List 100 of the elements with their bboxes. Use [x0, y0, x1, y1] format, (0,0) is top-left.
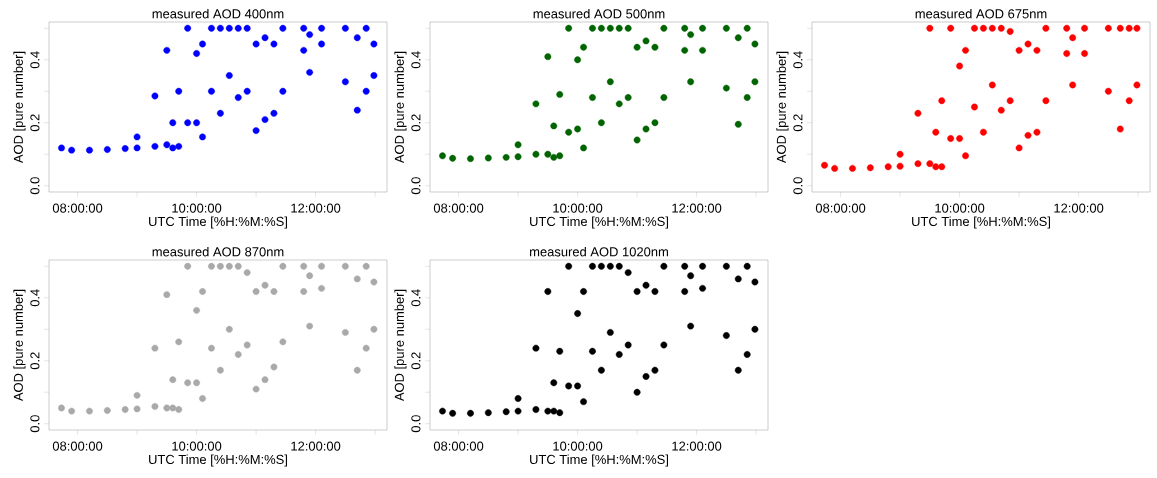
point — [1024, 131, 1032, 139]
point — [270, 109, 278, 117]
y-tick-label: 0.2 — [30, 114, 40, 132]
y-axis-title: AOD [pure number] — [394, 289, 407, 402]
point — [199, 288, 206, 295]
x-tick-label: 12:00:00 — [291, 203, 341, 213]
point — [449, 409, 457, 417]
point — [216, 24, 224, 32]
point — [514, 407, 522, 415]
point — [1069, 34, 1077, 42]
point — [544, 150, 552, 158]
point — [58, 404, 65, 412]
point — [556, 409, 564, 417]
point — [642, 125, 650, 133]
point — [997, 106, 1005, 114]
point — [133, 391, 141, 399]
point — [1042, 24, 1050, 32]
point — [849, 164, 856, 172]
point — [199, 395, 206, 402]
point — [651, 366, 659, 374]
y-tick-label: 0.2 — [411, 114, 421, 132]
point — [565, 24, 573, 32]
point — [1133, 24, 1141, 32]
point — [502, 408, 510, 416]
point — [261, 281, 269, 289]
y-axis-title: AOD [pure number] — [13, 289, 26, 402]
point — [681, 46, 689, 54]
point — [1015, 46, 1023, 54]
point — [980, 128, 987, 136]
point — [1006, 28, 1014, 35]
point — [86, 407, 93, 415]
point — [216, 109, 224, 117]
point — [681, 288, 689, 295]
point — [225, 262, 233, 270]
point — [225, 325, 233, 333]
point — [606, 24, 614, 32]
point — [606, 262, 614, 270]
point — [687, 78, 695, 86]
point — [589, 24, 596, 32]
x-axis-title: UTC Time [%H:%M:%S] — [530, 216, 668, 229]
point — [169, 119, 177, 127]
point — [252, 40, 260, 48]
point — [589, 347, 596, 355]
point — [660, 341, 668, 349]
chart-title: measured AOD 675nm — [915, 8, 1047, 19]
point — [184, 262, 192, 270]
point — [1104, 24, 1112, 32]
point — [208, 87, 215, 95]
y-tick-label: 0.4 — [30, 51, 40, 69]
point — [681, 24, 689, 32]
point — [1033, 46, 1041, 54]
point — [243, 341, 251, 349]
point — [751, 40, 759, 48]
point — [550, 153, 558, 161]
point — [1104, 87, 1112, 95]
point — [175, 87, 183, 95]
point — [624, 341, 632, 349]
point — [751, 325, 759, 333]
point — [743, 351, 751, 358]
point — [306, 322, 314, 330]
point — [642, 37, 650, 45]
point — [68, 407, 76, 415]
point — [722, 24, 730, 32]
point — [234, 24, 242, 32]
y-tick-label: 0.0 — [411, 415, 421, 433]
point — [896, 150, 904, 158]
point — [938, 163, 946, 171]
point — [962, 46, 969, 54]
point — [580, 288, 587, 295]
point — [184, 379, 192, 387]
point — [300, 288, 308, 295]
point — [734, 366, 742, 374]
point — [163, 141, 171, 149]
point — [544, 288, 552, 295]
point — [642, 373, 650, 380]
point — [175, 406, 183, 413]
x-tick-label: 12:00:00 — [1054, 203, 1104, 213]
point — [1063, 24, 1071, 32]
point — [199, 40, 206, 48]
chart-title: measured AOD 400nm — [152, 8, 284, 19]
point — [580, 398, 587, 406]
point — [565, 262, 573, 270]
point — [1125, 24, 1133, 32]
point — [318, 262, 325, 270]
point — [660, 24, 668, 32]
point — [261, 116, 269, 123]
point — [261, 34, 269, 42]
point — [68, 146, 76, 154]
point — [624, 24, 632, 32]
y-tick-label: 0.4 — [793, 51, 803, 69]
point — [751, 78, 759, 86]
point — [574, 125, 581, 133]
point — [642, 281, 650, 289]
point — [184, 119, 192, 127]
x-tick-label: 08:00:00 — [815, 203, 866, 213]
x-tick-label: 10:00:00 — [935, 203, 985, 213]
point — [574, 310, 581, 317]
point — [687, 272, 695, 280]
point — [439, 152, 446, 160]
point — [947, 24, 955, 32]
